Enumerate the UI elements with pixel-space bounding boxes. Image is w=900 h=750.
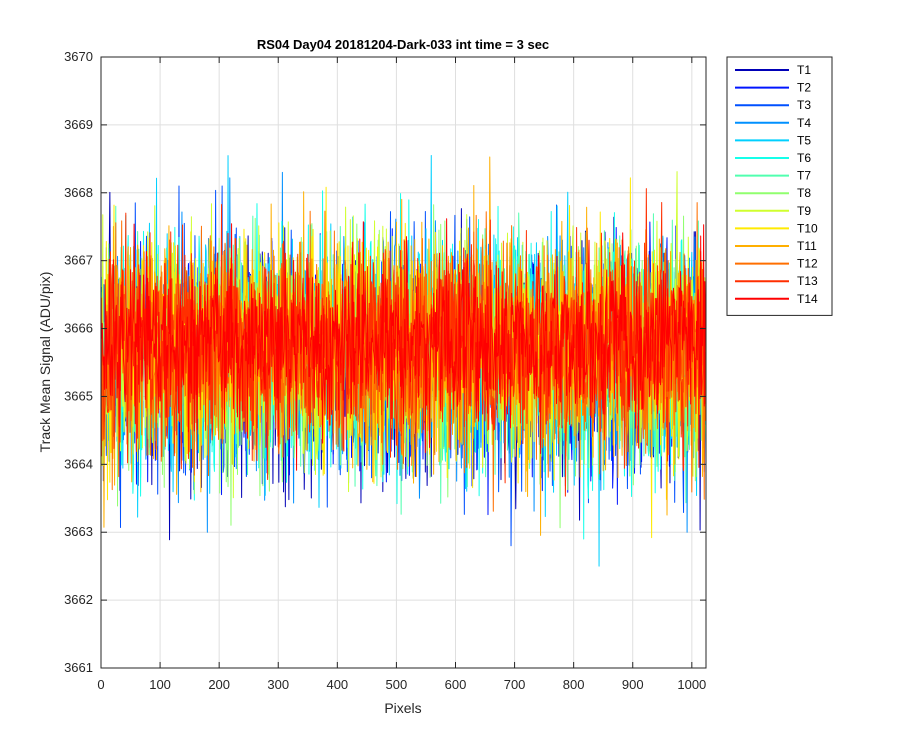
- y-axis-label: Track Mean Signal (ADU/pix): [37, 272, 53, 453]
- legend-label: T3: [797, 98, 811, 112]
- legend-label: T9: [797, 204, 811, 218]
- legend-label: T12: [797, 257, 818, 271]
- plot-frame: [100, 56, 707, 669]
- y-tick-label: 3661: [64, 660, 93, 675]
- x-tick-label: 200: [208, 677, 230, 692]
- legend-label: T10: [797, 221, 818, 235]
- x-tick-label: 900: [622, 677, 644, 692]
- y-tick-label: 3668: [64, 185, 93, 200]
- axes: 0 100 200 300 400 500 600 700 800 900 1000 3661 3662…: [64, 49, 706, 692]
- x-tick-label: 500: [386, 677, 408, 692]
- series-line-t14: [101, 218, 707, 471]
- legend-label: T4: [797, 116, 811, 130]
- legend-label: T2: [797, 81, 811, 95]
- y-tick-label: 3670: [64, 49, 93, 64]
- x-tick-label: 800: [563, 677, 585, 692]
- legend-label: T7: [797, 169, 811, 183]
- legend-label: T14: [797, 292, 818, 306]
- y-tick-label: 3664: [64, 456, 93, 471]
- y-tick-label: 3669: [64, 117, 93, 132]
- y-tick-label: 3662: [64, 592, 93, 607]
- y-tick-label: 3665: [64, 388, 93, 403]
- x-tick-label: 400: [326, 677, 348, 692]
- x-tick-label: 600: [445, 677, 467, 692]
- x-tick-label: 100: [149, 677, 171, 692]
- x-tick-label: 700: [504, 677, 526, 692]
- plot-lines: [101, 155, 707, 567]
- chart-title: RS04 Day04 20181204-Dark-033 int time = …: [257, 37, 549, 52]
- legend-label: T6: [797, 151, 811, 165]
- legend-label: T13: [797, 274, 818, 288]
- legend-label: T5: [797, 133, 811, 147]
- legend-label: T8: [797, 186, 811, 200]
- x-axis-label: Pixels: [384, 700, 421, 716]
- x-tick-label: 300: [267, 677, 289, 692]
- y-tick-label: 3666: [64, 321, 93, 336]
- legend-label: T11: [797, 239, 817, 253]
- legend-box: [726, 56, 833, 316]
- legend-label: T1: [797, 63, 811, 77]
- x-tick-label: 1000: [677, 677, 706, 692]
- y-tick-label: 3663: [64, 524, 93, 539]
- x-tick-label: 0: [97, 677, 104, 692]
- y-tick-label: 3667: [64, 253, 93, 268]
- legend: T1 T2 T3 T4 T5 T6 T7 T8 T9 T10 T11 T12 T13 T14: [726, 56, 833, 316]
